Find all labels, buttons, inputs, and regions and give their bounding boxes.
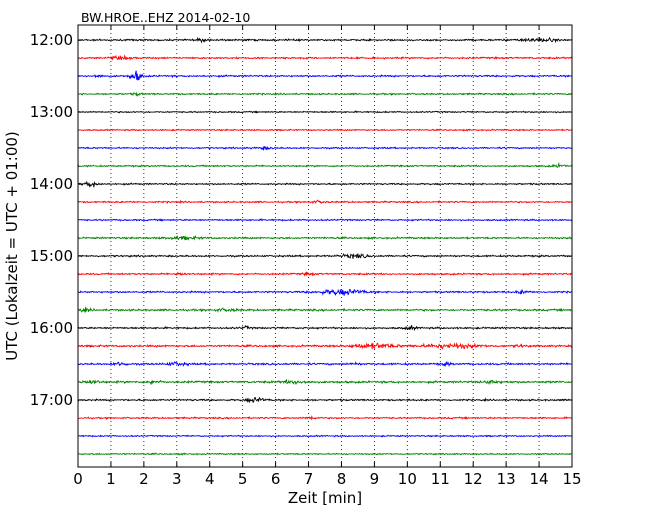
chart-title: BW.HROE..EHZ 2014-02-10 — [81, 10, 250, 25]
x-tick-label-3: 3 — [172, 470, 182, 488]
trace-1330 — [77, 145, 573, 152]
x-tick-label-10: 10 — [398, 470, 417, 488]
trace-1600 — [77, 324, 573, 332]
trace-1700 — [77, 396, 573, 404]
grid-layer — [110, 25, 540, 467]
trace-1415 — [77, 199, 573, 205]
x-tick-label-6: 6 — [271, 470, 281, 488]
trace-1615 — [77, 342, 573, 350]
trace-1200 — [77, 36, 573, 44]
x-tick-label-4: 4 — [205, 470, 215, 488]
y-tick-label-1200: 12:00 — [30, 31, 73, 49]
trace-1730 — [77, 434, 573, 438]
x-tick-label-12: 12 — [464, 470, 483, 488]
y-tick-label-1400: 14:00 — [30, 175, 73, 193]
trace-1315 — [77, 128, 573, 132]
trace-layer — [77, 36, 573, 456]
trace-1445 — [77, 235, 573, 241]
trace-1630 — [77, 361, 573, 368]
trace-1715 — [77, 414, 573, 421]
x-tick-label-15: 15 — [562, 470, 581, 488]
x-tick-label-9: 9 — [370, 470, 380, 488]
trace-1500 — [77, 252, 573, 259]
x-axis-label: Zeit [min] — [288, 489, 362, 507]
x-tick-label-11: 11 — [431, 470, 450, 488]
trace-1515 — [77, 271, 573, 277]
x-tick-label-14: 14 — [530, 470, 549, 488]
y-tick-label-1500: 15:00 — [30, 247, 73, 265]
trace-1745 — [77, 452, 573, 456]
trace-1215 — [77, 54, 573, 61]
trace-1345 — [77, 161, 573, 169]
x-tick-label-1: 1 — [106, 470, 116, 488]
trace-1300 — [77, 110, 573, 114]
x-tick-label-7: 7 — [304, 470, 314, 488]
x-tick-label-8: 8 — [337, 470, 347, 488]
plot-frame — [77, 24, 573, 468]
trace-1245 — [77, 91, 573, 97]
trace-1545 — [77, 306, 573, 313]
y-tick-label-1600: 16:00 — [30, 319, 73, 337]
x-tick-label-13: 13 — [497, 470, 516, 488]
trace-1530 — [77, 288, 573, 296]
x-tick-label-5: 5 — [238, 470, 248, 488]
trace-1645 — [77, 378, 573, 386]
trace-1230 — [77, 70, 573, 81]
x-tick-label-0: 0 — [73, 470, 83, 488]
y-tick-label-1300: 13:00 — [30, 103, 73, 121]
trace-1400 — [77, 180, 573, 188]
y-tick-label-1700: 17:00 — [30, 391, 73, 409]
trace-1430 — [77, 218, 573, 222]
tick-layer: 0 1 2 3 4 5 6 7 8 9 10 11 12 13 14 1512:0013:0014:0015:… — [30, 25, 582, 488]
x-tick-label-2: 2 — [139, 470, 149, 488]
y-axis-label: UTC (Lokalzeit = UTC + 01:00) — [3, 131, 21, 361]
